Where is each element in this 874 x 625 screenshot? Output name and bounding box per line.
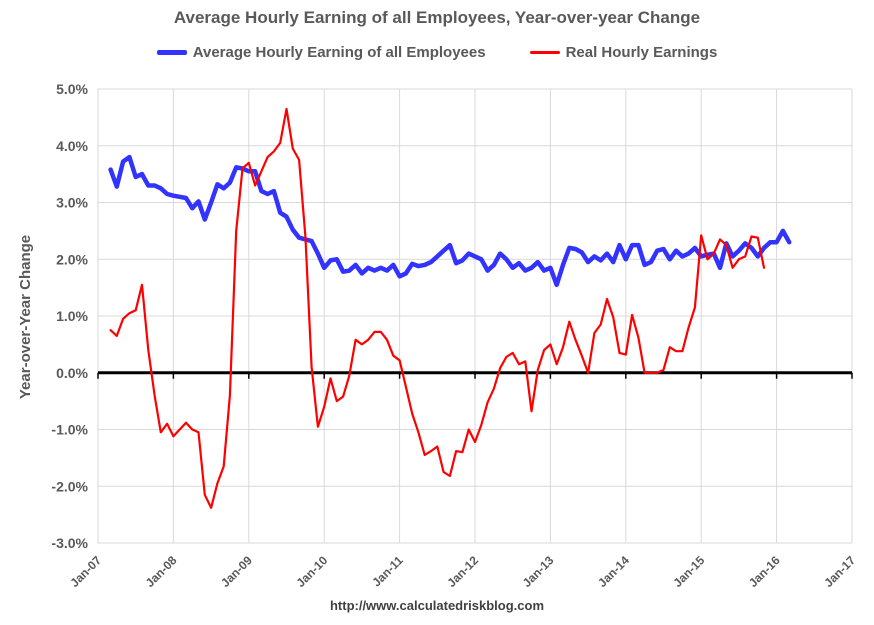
x-tick-label: Jan-08: [143, 553, 180, 590]
y-tick-label: 2.0%: [56, 251, 88, 267]
x-tick-label: Jan-12: [444, 553, 481, 590]
series-line-avg-hourly: [108, 154, 792, 288]
y-tick-label: 0.0%: [56, 365, 88, 381]
y-tick-label: -3.0%: [51, 535, 88, 551]
legend-swatch-red: [529, 51, 560, 54]
legend-item-avg-hourly: Average Hourly Earning of all Employees: [156, 44, 486, 61]
x-tick-label: Jan-15: [671, 553, 708, 590]
gridlines: [97, 88, 853, 544]
y-axis-title: Year-over-Year Change: [17, 235, 34, 399]
x-tick-label: Jan-09: [218, 553, 255, 590]
x-tick-label: Jan-16: [746, 553, 783, 590]
y-tick-label: 4.0%: [56, 138, 88, 154]
legend-swatch-blue: [156, 50, 187, 55]
y-tick-label: -1.0%: [51, 422, 88, 438]
y-tick-label: -2.0%: [51, 478, 88, 494]
chart-title: Average Hourly Earning of all Employees,…: [173, 8, 701, 27]
axes: 5.0% 4.0% 3.0% 2.0% 1.0% 0.0% -1.0% -2.0% -3.0% J…: [51, 81, 858, 590]
x-tick-label: Jan-07: [67, 553, 104, 590]
source-url: http://www.calculatedriskblog.com: [329, 598, 545, 613]
legend-label-real-hourly: Real Hourly Earnings: [565, 44, 718, 61]
x-tick-label: Jan-11: [369, 553, 406, 590]
x-tick-label: Jan-17: [821, 553, 858, 590]
series-line-real-hourly: [109, 107, 766, 509]
series-lines: [108, 107, 792, 509]
x-tick-label: Jan-13: [520, 553, 557, 590]
chart-legend: Average Hourly Earning of all Employees …: [0, 44, 874, 61]
y-tick-label: 3.0%: [56, 195, 88, 211]
x-tick-label: Jan-10: [294, 553, 331, 590]
x-tick-label: Jan-14: [595, 553, 632, 590]
y-tick-label: 1.0%: [56, 308, 88, 324]
y-tick-label: 5.0%: [56, 81, 88, 97]
legend-label-avg-hourly: Average Hourly Earning of all Employees: [192, 44, 486, 61]
legend-item-real-hourly: Real Hourly Earnings: [529, 44, 718, 61]
